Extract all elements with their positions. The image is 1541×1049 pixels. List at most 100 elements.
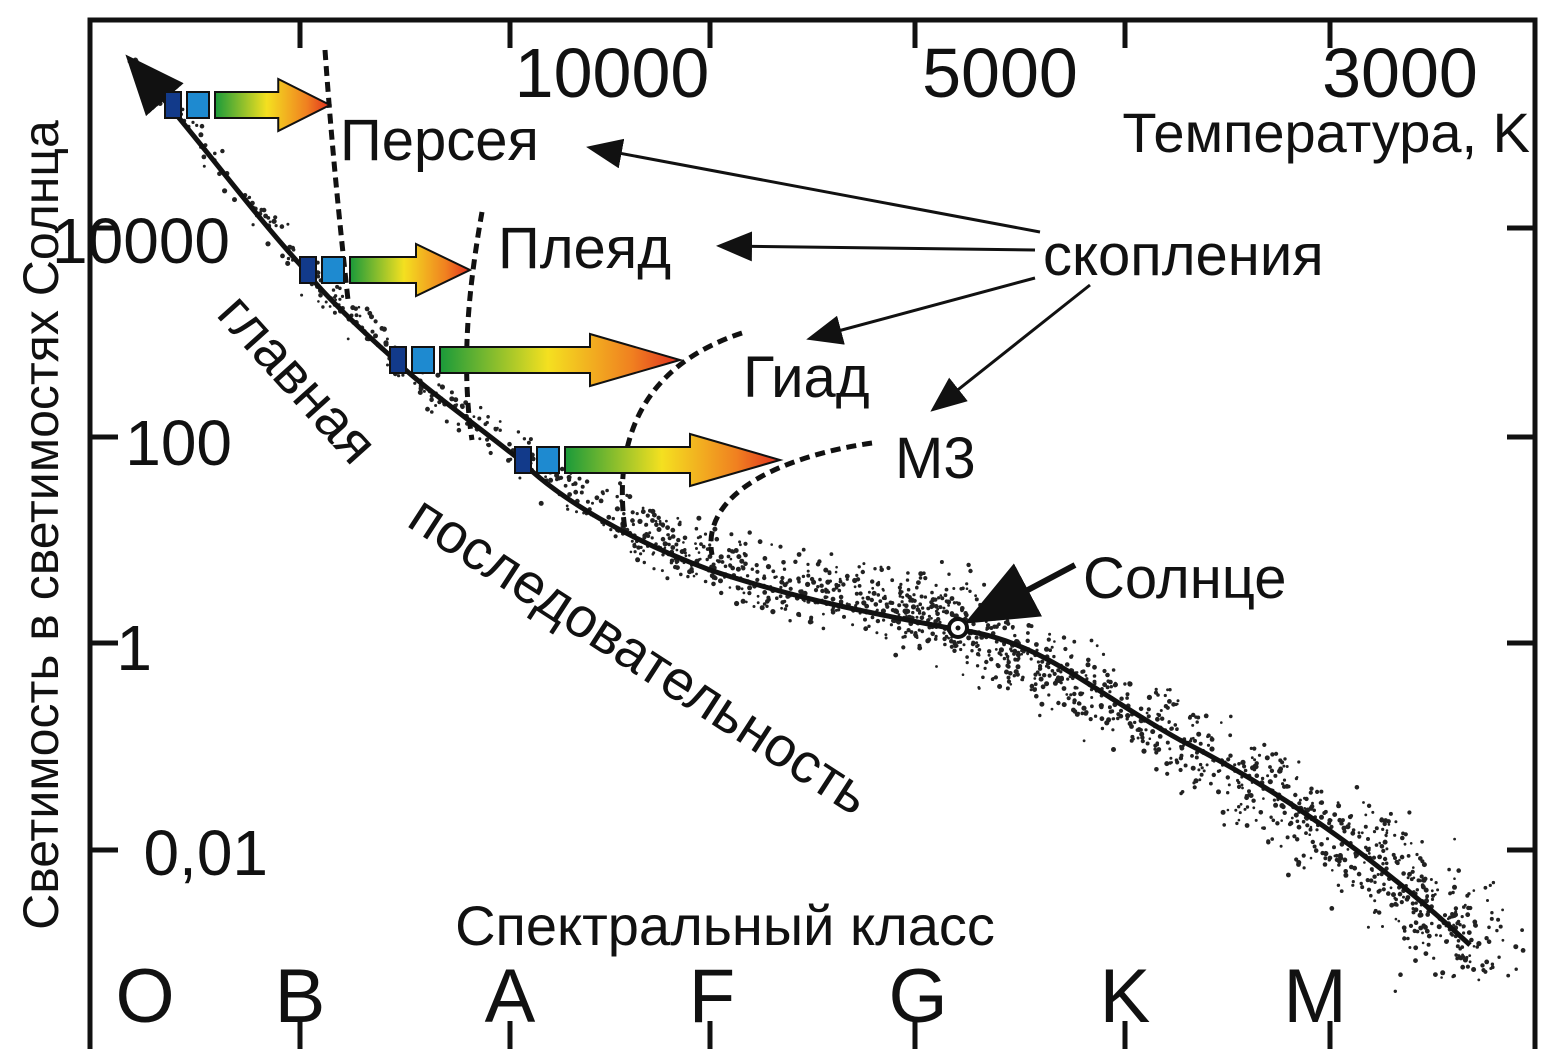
star-dot (796, 576, 801, 581)
star-dot (801, 574, 806, 579)
spectral-class: G (888, 954, 947, 1039)
star-dot (1275, 821, 1280, 826)
star-dot (670, 534, 676, 539)
star-dot (861, 596, 865, 600)
star-dot (780, 606, 783, 610)
star-dot (805, 581, 811, 588)
star-dot (1227, 783, 1231, 787)
star-dot (1382, 882, 1386, 887)
star-dot (778, 594, 783, 599)
sun-label: Солнце (1083, 546, 1287, 611)
star-dot (838, 577, 842, 581)
star-dot (1029, 688, 1033, 692)
star-dot (1069, 654, 1074, 659)
star-dot (884, 633, 888, 637)
star-dot (1015, 657, 1020, 662)
star-dot (317, 300, 320, 303)
main-sequence-curve (125, 54, 1472, 947)
star-dot (865, 595, 871, 601)
star-dot (1336, 803, 1342, 809)
star-dot (538, 500, 544, 506)
star-dot (1338, 855, 1344, 861)
star-dot (1168, 688, 1172, 692)
star-dot (873, 602, 879, 607)
star-dot (1381, 827, 1385, 832)
star-dot (1167, 699, 1172, 704)
star-dot (929, 604, 934, 610)
star-dot (1270, 837, 1274, 841)
star-dot (652, 567, 656, 571)
star-dot (890, 578, 895, 583)
star-dot (1371, 810, 1375, 814)
star-dot (565, 504, 569, 508)
star-dot (1293, 812, 1299, 818)
star-dot (1405, 895, 1411, 900)
star-dot (694, 542, 697, 545)
lum-tick: 1 (116, 612, 152, 684)
star-dot (1420, 884, 1425, 888)
star-dot (656, 515, 661, 520)
star-dot (765, 604, 769, 608)
star-dot (1013, 669, 1019, 675)
star-dot (968, 568, 973, 574)
star-dot (762, 575, 767, 581)
star-dot (683, 548, 687, 552)
star-dot (1453, 877, 1456, 880)
star-dot (324, 300, 328, 304)
star-dot (627, 494, 633, 500)
star-dot (695, 572, 698, 576)
star-dot (1287, 822, 1293, 827)
star-dot (1082, 739, 1086, 743)
star-dot (594, 495, 600, 501)
star-dot (397, 374, 401, 378)
star-dot (946, 599, 952, 605)
star-dot (1155, 716, 1160, 722)
star-dot (871, 590, 877, 596)
star-dot (566, 507, 570, 511)
star-dot (863, 626, 869, 632)
star-dot (1488, 883, 1492, 888)
star-dot (526, 440, 531, 445)
star-dot (1190, 754, 1194, 758)
star-dot (1238, 811, 1242, 815)
star-dot (1192, 781, 1196, 785)
star-dot (818, 577, 822, 582)
star-dot (933, 637, 938, 641)
star-dot (1486, 899, 1489, 902)
star-dot (353, 306, 358, 311)
star-dot (1234, 808, 1238, 812)
star-dot (1046, 637, 1051, 642)
star-dot (591, 501, 594, 505)
star-dot (775, 596, 779, 600)
star-dot (842, 614, 846, 619)
star-dot (285, 261, 290, 265)
star-dot (506, 458, 511, 463)
star-dot (338, 297, 342, 301)
star-dot (1379, 817, 1385, 823)
star-dot (1141, 748, 1147, 754)
star-dot (1026, 631, 1030, 635)
star-dot (952, 601, 957, 605)
star-dot (605, 488, 609, 493)
star-dot (642, 549, 645, 553)
star-dot (727, 548, 732, 553)
star-dot (1262, 742, 1267, 748)
star-dot (600, 490, 605, 495)
arrow-body (564, 432, 784, 488)
star-dot (1430, 921, 1434, 926)
star-dot (1108, 690, 1112, 694)
cluster-label: Плеяд (498, 216, 671, 281)
star-dot (989, 626, 994, 630)
star-dot (373, 333, 378, 339)
star-dot (1424, 928, 1430, 934)
star-dot (670, 545, 676, 550)
star-dot (1323, 856, 1328, 861)
star-dot (213, 151, 217, 156)
star-dot (1037, 666, 1043, 671)
star-dot (573, 481, 578, 486)
star-dot (456, 422, 461, 426)
star-dot (1332, 812, 1338, 817)
star-dot (801, 547, 806, 552)
star-dot (962, 643, 966, 647)
